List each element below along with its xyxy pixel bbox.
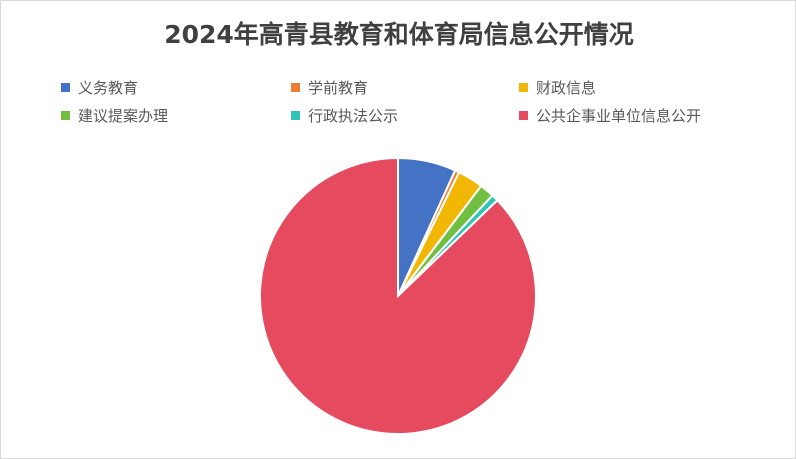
legend-item: 行政执法公示 [291, 105, 398, 126]
legend-label: 义务教育 [78, 79, 139, 97]
legend-swatch [291, 111, 300, 120]
legend-item: 财政信息 [519, 77, 596, 98]
legend-label: 学前教育 [308, 79, 369, 97]
legend-swatch [519, 83, 528, 92]
pie-slice [259, 156, 537, 435]
chart-title: 2024年高青县教育和体育局信息公开情况 [164, 20, 634, 49]
legend-swatch [61, 83, 70, 92]
legend-label: 公共企事业单位信息公开 [536, 107, 702, 125]
legend-label: 财政信息 [536, 79, 597, 97]
legend-item: 义务教育 [61, 77, 138, 98]
legend-swatch [519, 111, 528, 120]
legend-item: 公共企事业单位信息公开 [519, 105, 701, 126]
legend-swatch [61, 111, 70, 120]
legend-swatch [291, 83, 300, 92]
legend-item: 学前教育 [291, 77, 368, 98]
legend-item: 建议提案办理 [61, 105, 168, 126]
legend-label: 建议提案办理 [78, 107, 169, 125]
legend-label: 行政执法公示 [308, 107, 399, 125]
